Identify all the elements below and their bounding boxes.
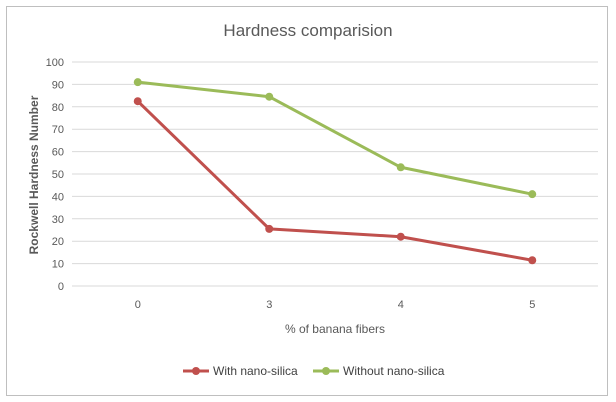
data-point <box>396 163 405 172</box>
data-point <box>265 224 274 233</box>
legend-item: With nano-silica <box>183 364 298 378</box>
x-axis-label: % of banana fibers <box>285 322 385 336</box>
chart-title: Hardness comparision <box>223 21 392 40</box>
grid-lines <box>72 61 598 287</box>
legend-item: Without nano-silica <box>313 364 445 378</box>
x-tick-label: 5 <box>529 299 535 311</box>
legend-label: Without nano-silica <box>343 364 445 378</box>
y-tick-label: 20 <box>52 236 64 248</box>
data-point <box>265 92 274 101</box>
y-tick-label: 70 <box>52 124 64 136</box>
y-tick-label: 50 <box>52 169 64 181</box>
series-2 <box>133 78 537 199</box>
y-tick-label: 90 <box>52 79 64 91</box>
data-point <box>528 190 537 199</box>
x-tick-label: 0 <box>135 299 141 311</box>
data-point <box>528 256 537 265</box>
x-tick-label: 3 <box>266 299 272 311</box>
legend: With nano-silica Without nano-silica <box>183 364 445 378</box>
legend-swatch-marker <box>322 367 330 375</box>
x-tick-label: 4 <box>398 299 404 311</box>
y-tick-label: 10 <box>52 259 64 271</box>
x-tick-labels: 0 3 4 5 <box>135 299 536 311</box>
y-axis-label: Rockwell Hardness Number <box>27 95 41 254</box>
data-point <box>133 97 142 106</box>
chart-frame <box>6 6 608 396</box>
data-point <box>396 232 405 241</box>
series-lines <box>133 78 537 265</box>
y-tick-label: 40 <box>52 191 64 203</box>
series-1 <box>133 97 537 265</box>
legend-label: With nano-silica <box>213 364 298 378</box>
y-tick-label: 0 <box>58 281 64 293</box>
y-tick-label: 80 <box>52 102 64 114</box>
y-tick-label: 60 <box>52 147 64 159</box>
data-point <box>133 78 142 87</box>
y-tick-label: 100 <box>46 57 64 69</box>
y-tick-label: 30 <box>52 214 64 226</box>
series-line <box>136 100 533 262</box>
y-tick-labels: 0 10 20 30 40 50 60 70 80 90 100 <box>46 57 64 293</box>
legend-swatch-marker <box>192 367 200 375</box>
series-line <box>137 80 533 196</box>
